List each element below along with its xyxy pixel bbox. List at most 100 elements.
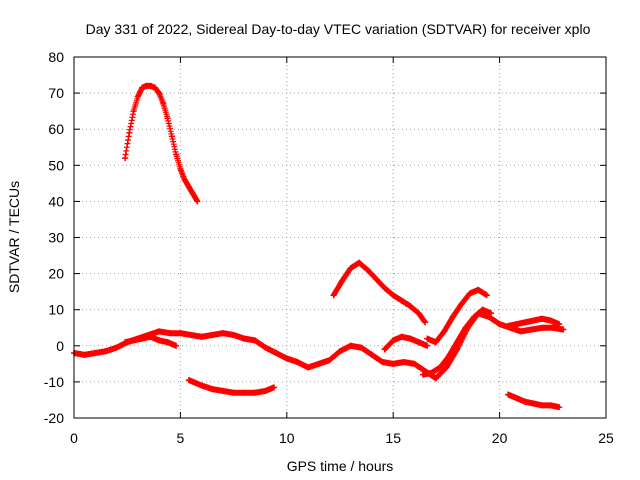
data-point [549,324,556,331]
y-tick-label: -10 [44,374,64,390]
data-point [283,355,290,362]
data-point [364,266,371,273]
data-point [432,375,439,382]
data-point [347,265,354,272]
y-tick-label: 10 [48,302,64,318]
data-point [173,342,180,349]
data-point [177,165,184,172]
data-point [122,155,129,162]
data-point [305,364,312,371]
series-arc-3 [122,333,180,349]
data-point [556,321,563,328]
data-point [379,359,386,366]
x-tick-label: 20 [492,430,508,446]
y-tick-label: 60 [48,121,64,137]
data-point [113,344,120,351]
data-point [560,326,567,333]
data-point [273,350,280,357]
data-point [156,90,163,97]
series-arc-8 [419,306,495,378]
data-point [415,310,422,317]
data-point [449,313,456,320]
data-point [156,328,163,335]
data-point [134,93,141,100]
y-tick-label: 30 [48,230,64,246]
y-tick-label: 50 [48,157,64,173]
data-point [422,319,429,326]
data-point [398,333,405,340]
data-point [390,292,397,299]
data-point [251,337,258,344]
data-point [271,384,278,391]
series-arc-7 [424,286,490,346]
data-point [92,350,99,357]
data-point [230,331,237,338]
data-point [368,351,375,358]
y-tick-label: 20 [48,266,64,282]
data-point [381,285,388,292]
x-tick-label: 25 [598,430,614,446]
data-point [181,176,188,183]
data-point [339,277,346,284]
data-point [81,351,88,358]
data-point [330,292,337,299]
data-point [188,331,195,338]
data-point [198,333,205,340]
data-point [424,342,431,349]
data-point [505,322,512,329]
series-arc-6 [381,333,431,353]
data-point [488,310,495,317]
data-point [419,371,426,378]
data-point [432,339,439,346]
data-point [130,108,137,115]
series-arc-10 [505,391,563,411]
series-arc-4 [185,377,278,396]
data-point [398,297,405,304]
data-point [517,328,524,335]
data-point [156,337,163,344]
data-point [522,398,529,405]
data-point [147,82,154,89]
data-point [164,115,171,122]
y-tick-label: 80 [48,49,64,65]
data-point [139,84,146,91]
data-point [185,183,192,190]
data-point [411,360,418,367]
data-point [539,315,546,322]
data-point [209,331,216,338]
data-point [528,326,535,333]
series-line [330,259,428,325]
data-point [424,335,431,342]
data-point [241,389,248,396]
data-point [496,321,503,328]
data-point [428,369,435,376]
data-point [530,400,537,407]
data-point [471,313,478,320]
x-tick-label: 15 [385,430,401,446]
y-tick-label: 0 [56,338,64,354]
data-point [373,276,380,283]
data-point [219,387,226,394]
data-point [262,387,269,394]
data-point [539,324,546,331]
data-point [547,402,554,409]
data-point [251,389,258,396]
data-point [122,339,129,346]
data-point [407,335,414,342]
data-point [466,290,473,297]
data-point [198,382,205,389]
data-point [483,292,490,299]
data-point [407,303,414,310]
x-tick-label: 10 [279,430,295,446]
data-point [209,386,216,393]
data-point [458,301,465,308]
data-point [415,339,422,346]
data-point [160,100,167,107]
data-points [71,82,567,411]
data-point [190,191,197,198]
data-point [147,333,154,340]
data-point [315,360,322,367]
data-point [522,319,529,326]
data-point [347,342,354,349]
data-point [443,364,450,371]
